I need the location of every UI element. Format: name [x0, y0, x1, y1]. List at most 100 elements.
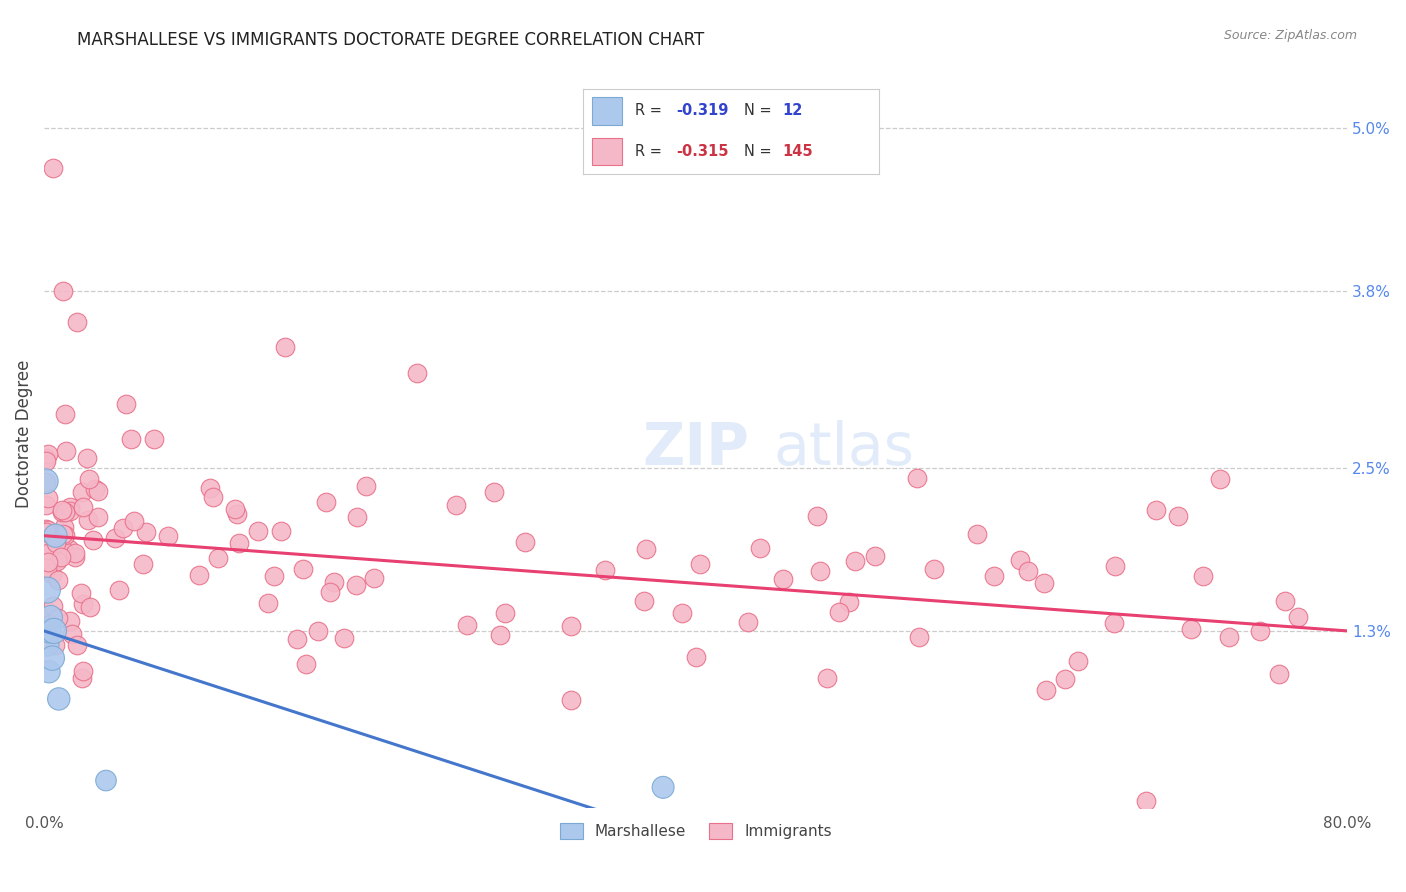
- Point: [77, 472, 100, 486]
- Point: [1192, 569, 1215, 583]
- Point: [560, 618, 582, 632]
- Point: [108, 582, 131, 597]
- Point: [52, 520, 75, 534]
- Point: [827, 605, 849, 619]
- Point: [66, 315, 89, 329]
- Point: [1218, 631, 1240, 645]
- Point: [652, 780, 675, 795]
- Point: [72, 597, 94, 611]
- Point: [444, 498, 467, 512]
- Point: [560, 693, 582, 707]
- Point: [72, 500, 94, 514]
- Point: [1209, 472, 1232, 486]
- Point: [35, 475, 58, 489]
- Point: [66, 638, 89, 652]
- Point: [905, 470, 928, 484]
- Point: [37, 491, 59, 505]
- Point: [1066, 654, 1088, 668]
- Point: [257, 596, 280, 610]
- Point: [207, 550, 229, 565]
- Point: [38, 564, 60, 578]
- Point: [143, 432, 166, 446]
- Text: R =: R =: [636, 103, 666, 119]
- Point: [922, 562, 945, 576]
- Point: [1144, 503, 1167, 517]
- Point: [41, 566, 63, 581]
- Point: [808, 564, 831, 578]
- Point: [49, 549, 72, 564]
- Point: [53, 407, 76, 421]
- Point: [115, 397, 138, 411]
- Point: [671, 606, 693, 620]
- Point: [60, 627, 83, 641]
- Point: [37, 638, 59, 652]
- Text: Source: ZipAtlas.com: Source: ZipAtlas.com: [1223, 29, 1357, 42]
- Point: [1286, 610, 1309, 624]
- Point: [76, 450, 98, 465]
- Point: [737, 615, 759, 629]
- Point: [35, 542, 58, 557]
- Point: [494, 606, 516, 620]
- Text: ZIP: ZIP: [643, 420, 749, 477]
- Point: [86, 483, 108, 498]
- Point: [104, 532, 127, 546]
- Point: [84, 482, 107, 496]
- Point: [1017, 564, 1039, 578]
- Point: [295, 657, 318, 672]
- Point: [354, 479, 377, 493]
- Point: [86, 510, 108, 524]
- Point: [1104, 558, 1126, 573]
- Point: [201, 490, 224, 504]
- Point: [406, 366, 429, 380]
- Point: [1135, 794, 1157, 808]
- Point: [1035, 683, 1057, 698]
- Point: [319, 584, 342, 599]
- Point: [51, 503, 73, 517]
- Point: [1274, 594, 1296, 608]
- Point: [35, 522, 58, 536]
- Point: [273, 340, 295, 354]
- Point: [132, 557, 155, 571]
- Point: [122, 514, 145, 528]
- Point: [42, 540, 65, 554]
- Point: [489, 628, 512, 642]
- Point: [815, 671, 838, 685]
- Point: [59, 614, 82, 628]
- Point: [188, 567, 211, 582]
- Point: [35, 524, 58, 539]
- Point: [344, 578, 367, 592]
- Point: [94, 773, 117, 788]
- Point: [53, 544, 76, 558]
- Point: [1033, 575, 1056, 590]
- Point: [156, 529, 179, 543]
- Point: [42, 624, 65, 638]
- Point: [76, 513, 98, 527]
- Point: [53, 505, 76, 519]
- Point: [49, 547, 72, 561]
- Text: R =: R =: [636, 144, 666, 159]
- Point: [748, 541, 770, 555]
- Point: [69, 586, 91, 600]
- Point: [70, 671, 93, 685]
- Y-axis label: Doctorate Degree: Doctorate Degree: [15, 359, 32, 508]
- Text: N =: N =: [744, 103, 776, 119]
- Point: [689, 557, 711, 571]
- Point: [58, 541, 80, 556]
- Point: [37, 583, 59, 598]
- Point: [79, 599, 101, 614]
- Point: [1180, 622, 1202, 636]
- Point: [41, 599, 63, 613]
- Point: [37, 546, 59, 560]
- Point: [120, 432, 142, 446]
- Point: [983, 569, 1005, 583]
- Point: [112, 520, 135, 534]
- Point: [82, 533, 104, 547]
- Point: [513, 534, 536, 549]
- Point: [35, 475, 58, 489]
- Point: [46, 574, 69, 588]
- Point: [48, 692, 70, 706]
- Point: [838, 594, 860, 608]
- Point: [55, 443, 77, 458]
- Point: [45, 536, 67, 550]
- Text: 145: 145: [783, 144, 814, 159]
